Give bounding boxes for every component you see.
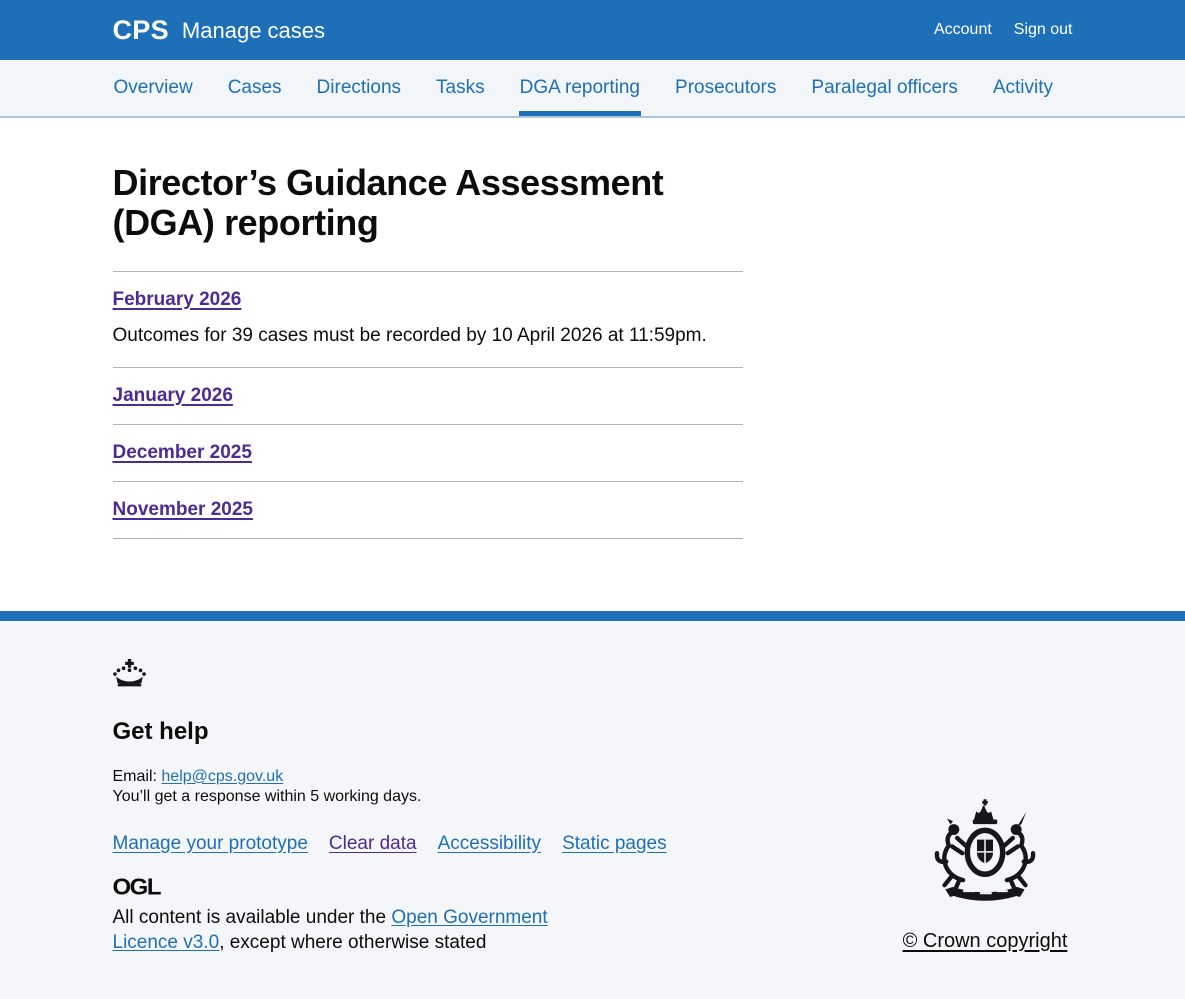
sign-out-link[interactable]: Sign out	[1013, 21, 1073, 38]
month-deadline-text: Outcomes for 39 cases must be recorded b…	[112, 324, 707, 346]
licence-text: All content is available under the Open …	[113, 905, 568, 955]
app-header: CPS Manage cases Account Sign out	[0, 0, 1185, 60]
month-report-list: February 2026 Outcomes for 39 cases must…	[112, 270, 743, 539]
footer-links: Manage your prototype Clear data Accessi…	[113, 833, 898, 855]
nav-item-cases[interactable]: Cases	[227, 77, 282, 98]
nav-item-activity[interactable]: Activity	[992, 77, 1054, 98]
service-name-link[interactable]: Manage cases	[181, 18, 326, 43]
nav-item-directions[interactable]: Directions	[316, 77, 402, 98]
nav-item-paralegal-officers[interactable]: Paralegal officers	[811, 77, 958, 98]
header-account-nav: Account Sign out	[934, 21, 1073, 39]
list-item: January 2026	[112, 366, 743, 424]
main-content: Director’s Guidance Assessment (DGA) rep…	[112, 162, 1073, 611]
list-item: February 2026 Outcomes for 39 cases must…	[112, 270, 743, 367]
nav-item-prosecutors[interactable]: Prosecutors	[675, 77, 777, 98]
nav-item-tasks[interactable]: Tasks	[436, 77, 485, 98]
licence-suffix: , except where otherwise stated	[219, 931, 487, 953]
list-item: December 2025	[112, 423, 743, 481]
royal-coat-of-arms-icon	[926, 798, 1044, 914]
account-link[interactable]: Account	[933, 21, 992, 38]
email-line: Email: help@cps.gov.uk	[113, 767, 898, 787]
open-government-licence-link[interactable]: Open Government Licence v3.0	[112, 906, 548, 953]
accessibility-link[interactable]: Accessibility	[437, 832, 542, 854]
static-pages-link[interactable]: Static pages	[562, 832, 667, 854]
month-link-february-2026[interactable]: February 2026	[112, 288, 242, 310]
licence-prefix: All content is available under the	[112, 906, 392, 928]
crown-copyright-link[interactable]: © Crown copyright	[902, 929, 1068, 952]
nav-item-overview[interactable]: Overview	[113, 77, 193, 98]
month-link-november-2025[interactable]: November 2025	[112, 498, 253, 520]
product-name-logo[interactable]: CPS	[112, 14, 169, 45]
manage-prototype-link[interactable]: Manage your prototype	[112, 832, 308, 854]
ogl-logo: OGL	[112, 874, 162, 901]
app-footer: Get help Email: help@cps.gov.uk You’ll g…	[0, 610, 1185, 999]
list-item: November 2025	[112, 480, 743, 539]
help-email-link[interactable]: help@cps.gov.uk	[161, 767, 284, 785]
crown-icon	[112, 658, 898, 692]
page-title: Director’s Guidance Assessment (DGA) rep…	[112, 162, 664, 244]
clear-data-link[interactable]: Clear data	[328, 832, 417, 854]
month-link-january-2026[interactable]: January 2026	[112, 384, 233, 406]
get-help-heading: Get help	[112, 717, 209, 745]
nav-item-dga-reporting[interactable]: DGA reporting	[518, 60, 642, 116]
response-time-text: You’ll get a response within 5 working d…	[112, 787, 422, 805]
email-label: Email:	[112, 767, 162, 785]
primary-navigation: Overview Cases Directions Tasks DGA repo…	[0, 60, 1185, 118]
month-link-december-2025[interactable]: December 2025	[112, 441, 252, 463]
